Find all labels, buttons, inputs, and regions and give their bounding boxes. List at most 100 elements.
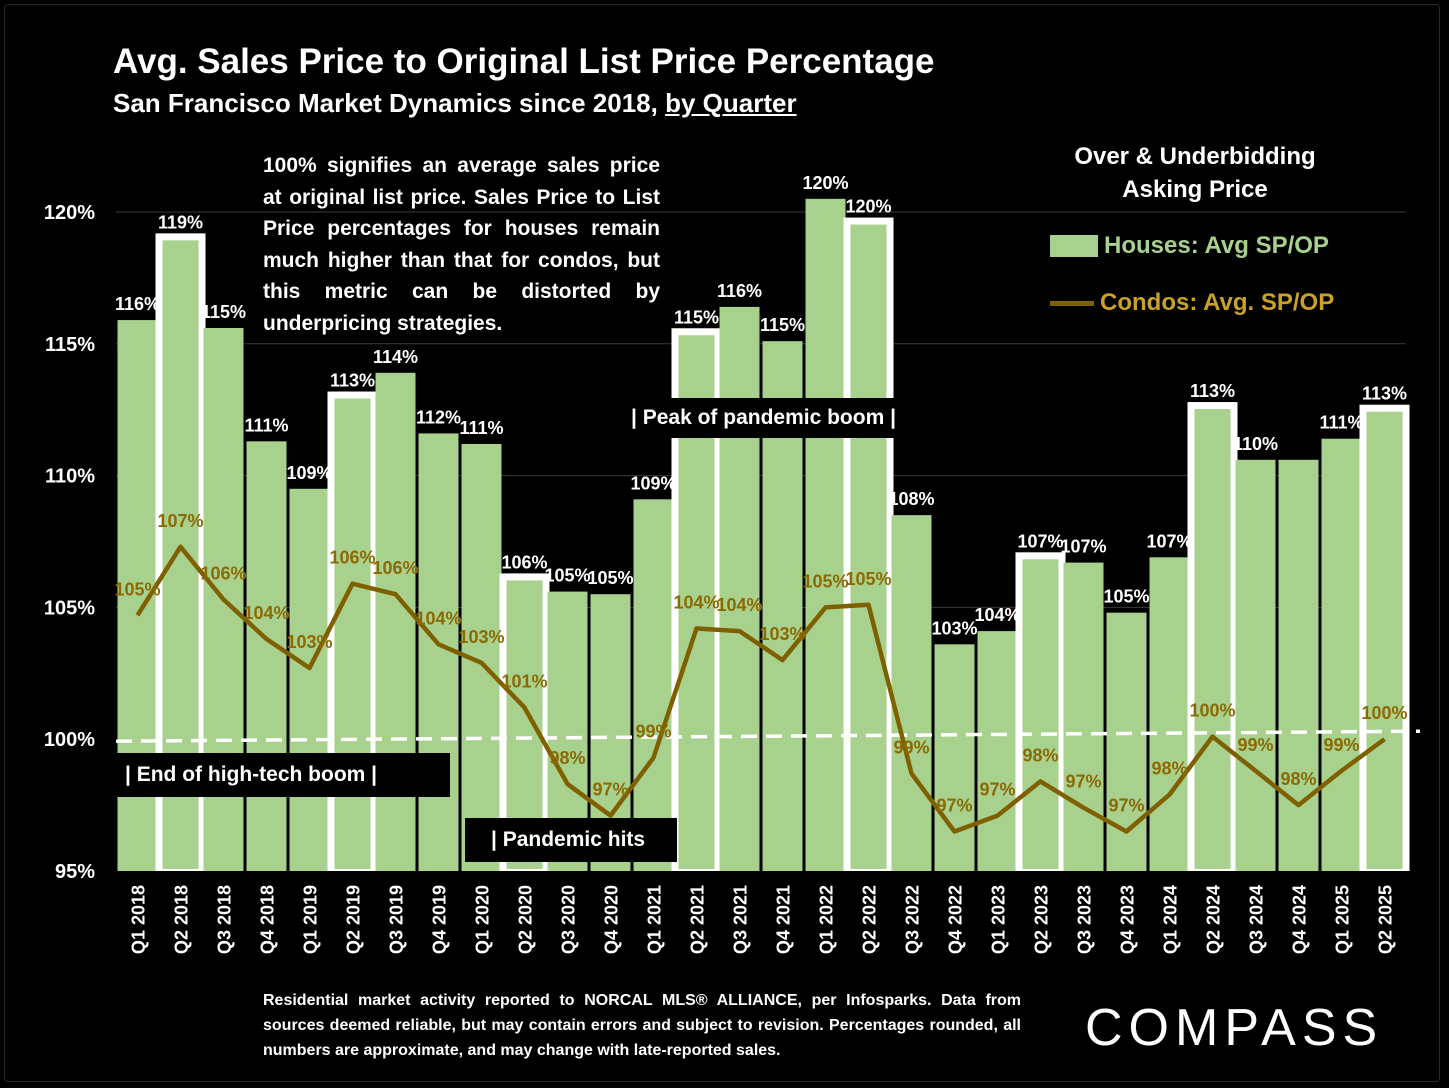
bar-value-label: 109% bbox=[630, 473, 676, 493]
reference-line bbox=[115, 729, 1421, 743]
bar bbox=[289, 488, 330, 871]
bar-value-label: 111% bbox=[1319, 413, 1363, 433]
bar-value-label: 107% bbox=[1017, 531, 1063, 551]
bar-value-label: 108% bbox=[888, 489, 934, 509]
bar-value-label: 113% bbox=[330, 371, 375, 391]
x-tick-label: Q2 2019 bbox=[344, 885, 364, 954]
condos-value-label: 100% bbox=[1189, 701, 1235, 721]
y-tick-label: 95% bbox=[55, 861, 95, 883]
y-tick-label: 110% bbox=[45, 466, 95, 488]
x-tick-label: Q3 2024 bbox=[1247, 885, 1267, 954]
bar bbox=[633, 499, 674, 871]
condos-value-label: 97% bbox=[936, 795, 972, 815]
x-tick-label: Q4 2019 bbox=[430, 885, 450, 954]
condos-value-label: 106% bbox=[372, 558, 418, 578]
x-tick-label: Q1 2024 bbox=[1161, 885, 1181, 954]
bar bbox=[246, 441, 287, 871]
condos-value-label: 97% bbox=[979, 780, 1015, 800]
bar bbox=[1149, 557, 1190, 871]
x-tick-label: Q2 2020 bbox=[516, 885, 536, 954]
condos-value-label: 104% bbox=[673, 592, 719, 612]
condos-value-label: 99% bbox=[1323, 735, 1359, 755]
bar bbox=[1278, 459, 1319, 871]
bar-value-label: 114% bbox=[373, 347, 418, 367]
x-tick-label: Q1 2023 bbox=[989, 885, 1009, 954]
bar-value-label: 103% bbox=[931, 618, 977, 638]
x-tick-label: Q1 2019 bbox=[301, 885, 321, 954]
subtitle-underlined: by Quarter bbox=[665, 88, 797, 118]
legend-item-houses: Houses: Avg SP/OP bbox=[1050, 232, 1329, 260]
condos-value-label: 104% bbox=[716, 595, 762, 615]
condos-value-label: 105% bbox=[802, 571, 848, 591]
x-tick-label: Q4 2022 bbox=[946, 885, 966, 954]
condos-value-label: 105% bbox=[114, 579, 160, 599]
bar-value-label: 110% bbox=[1233, 434, 1278, 454]
bar-value-label: 115% bbox=[760, 315, 805, 335]
bar bbox=[977, 631, 1018, 871]
x-tick-label: Q1 2025 bbox=[1333, 885, 1353, 954]
condos-value-label: 98% bbox=[549, 748, 585, 768]
bar-value-label: 116% bbox=[115, 294, 160, 314]
x-tick-label: Q2 2023 bbox=[1032, 885, 1052, 954]
x-tick-label: Q4 2023 bbox=[1118, 885, 1138, 954]
bar bbox=[850, 224, 887, 869]
bar-value-label: 115% bbox=[201, 302, 246, 322]
x-tick-label: Q3 2023 bbox=[1075, 885, 1095, 954]
bar-value-label: 107% bbox=[1146, 531, 1192, 551]
x-tick-label: Q2 2024 bbox=[1204, 885, 1224, 954]
x-tick-label: Q3 2018 bbox=[215, 885, 235, 954]
callout-pandemic-hits: | Pandemic hits bbox=[465, 818, 677, 862]
bar-value-label: 105% bbox=[587, 568, 633, 588]
legend-title-line1: Over & Underbidding bbox=[1074, 143, 1316, 170]
legend-item-condos: Condos: Avg. SP/OP bbox=[1050, 289, 1334, 317]
condos-value-label: 103% bbox=[759, 624, 805, 644]
bar-value-label: 113% bbox=[1362, 384, 1407, 404]
x-tick-label: Q3 2020 bbox=[559, 885, 579, 954]
y-tick-label: 100% bbox=[44, 729, 95, 751]
condos-point-labels: 105%107%106%104%103%106%106%104%103%101%… bbox=[114, 511, 1407, 816]
condos-series-line bbox=[135, 544, 1386, 834]
x-tick-label: Q2 2018 bbox=[172, 885, 192, 954]
condos-value-label: 97% bbox=[1108, 795, 1144, 815]
condos-value-label: 106% bbox=[329, 548, 375, 568]
y-tick-label: 115% bbox=[45, 334, 95, 356]
bar-value-label: 106% bbox=[501, 552, 547, 572]
bar bbox=[1194, 409, 1231, 869]
x-axis-ticks: Q1 2018 Q2 2018 Q3 2018 Q4 2018 Q1 2019 Q2 20… bbox=[129, 885, 1396, 954]
footer-disclaimer: Residential market activity reported to … bbox=[263, 992, 1021, 1059]
condos-value-label: 103% bbox=[286, 632, 332, 652]
bar bbox=[1366, 411, 1403, 869]
y-tick-label: 105% bbox=[44, 597, 95, 619]
condos-value-label: 104% bbox=[243, 603, 289, 623]
chart-title: Avg. Sales Price to Original List Price … bbox=[113, 42, 935, 81]
x-tick-label: Q4 2024 bbox=[1290, 885, 1310, 954]
bar bbox=[805, 198, 846, 871]
bar bbox=[891, 515, 932, 871]
bar-value-label: 119% bbox=[158, 212, 203, 232]
condos-value-label: 106% bbox=[200, 563, 246, 583]
legend-condos-label: Condos: Avg. SP/OP bbox=[1100, 289, 1335, 316]
chart-subtitle: San Francisco Market Dynamics since 2018… bbox=[113, 88, 797, 119]
condos-value-label: 97% bbox=[592, 780, 628, 800]
bar bbox=[1235, 459, 1276, 871]
bar-value-label: 111% bbox=[244, 415, 288, 435]
bar-value-label: 109% bbox=[286, 463, 332, 483]
condos-value-label: 97% bbox=[1065, 772, 1101, 792]
bar-value-label: 116% bbox=[717, 281, 762, 301]
condos-value-label: 107% bbox=[157, 511, 203, 531]
x-tick-label: Q1 2021 bbox=[645, 885, 665, 954]
condos-value-label: 105% bbox=[845, 569, 891, 589]
houses-bar-labels: 116%119%115%111%109%113%114%112%111%106%… bbox=[115, 173, 1407, 638]
bar-value-label: 112% bbox=[416, 407, 461, 427]
callout-peak-of-pandemic-boom: | Peak of pandemic boom | bbox=[625, 398, 925, 438]
houses-swatch bbox=[1050, 235, 1098, 257]
condos-line bbox=[135, 544, 1386, 834]
x-tick-label: Q3 2021 bbox=[731, 885, 751, 954]
bar-value-label: 120% bbox=[845, 197, 891, 217]
explanatory-note: 100% signifies an average sales price at… bbox=[263, 154, 660, 335]
bar-value-label: 111% bbox=[459, 418, 503, 438]
x-tick-label: Q4 2020 bbox=[602, 885, 622, 954]
x-tick-label: Q1 2020 bbox=[473, 885, 493, 954]
callout-end-of-high-tech-boom: | End of high-tech boom | bbox=[115, 753, 450, 797]
y-axis-ticks: 95% 100% 105% 110% 115% 120% bbox=[44, 202, 95, 883]
